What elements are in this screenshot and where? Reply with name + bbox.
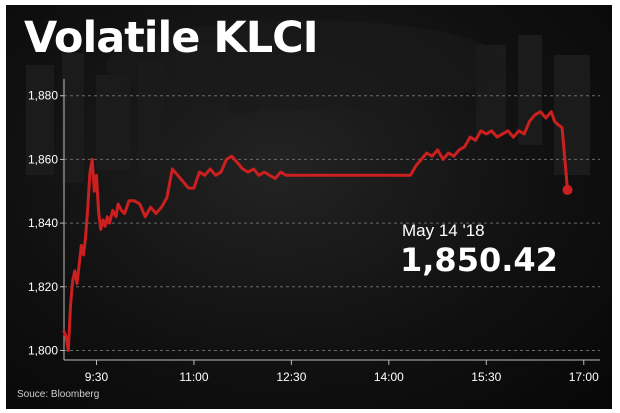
last-point-marker [562, 184, 573, 195]
y-tick-label: 1,880 [28, 89, 58, 103]
y-tick-label: 1,820 [28, 280, 58, 294]
chart-title: Volatile KLCI [24, 13, 319, 63]
series-line [62, 110, 569, 352]
x-tick-label: 15:30 [471, 370, 501, 384]
y-tick-label: 1,800 [28, 343, 58, 357]
source-note: Souce: Bloomberg [17, 389, 100, 400]
chart-frame: Volatile KLCI 1,800 1,820 1,840 1,860 1,880 … [6, 5, 612, 409]
background-shelves [26, 20, 590, 183]
y-tick-label: 1,840 [28, 216, 58, 230]
x-tick-label: 14:00 [374, 370, 404, 384]
annotation-date: May 14 '18 [402, 221, 485, 240]
x-tick-label: 9:30 [85, 370, 109, 384]
x-tick-label: 11:00 [179, 370, 208, 384]
y-tick-label: 1,860 [28, 152, 58, 166]
x-tick-label: 17:00 [569, 370, 599, 384]
x-tick-label: 12:30 [276, 370, 306, 384]
annotation-value: 1,850.42 [400, 241, 558, 279]
line-chart: 1,800 1,820 1,840 1,860 1,880 9:30 11:00 12:30… [28, 79, 600, 384]
